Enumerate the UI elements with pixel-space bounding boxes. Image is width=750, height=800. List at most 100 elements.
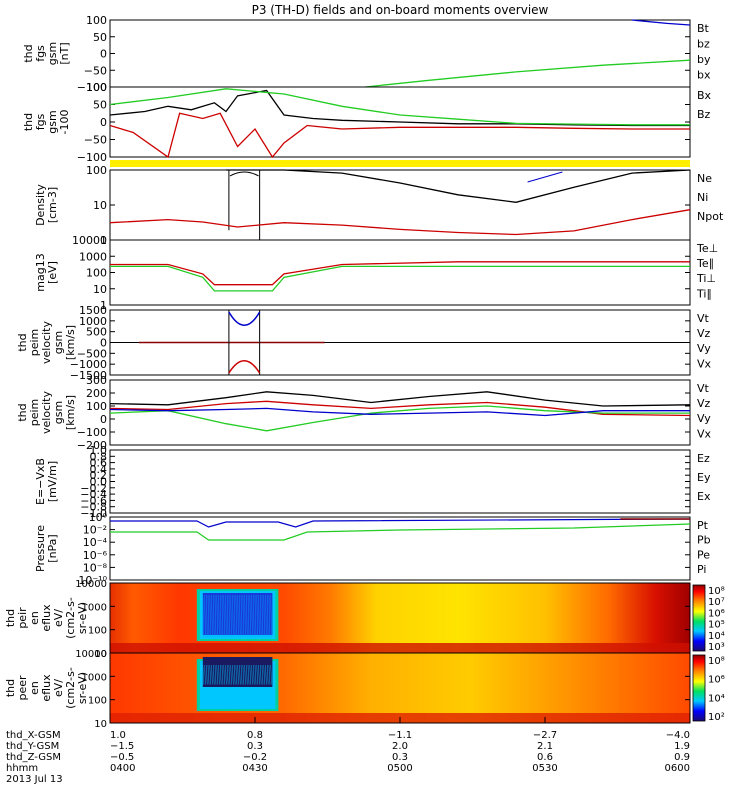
spectrogram-streak bbox=[228, 594, 231, 638]
series-by bbox=[365, 59, 691, 88]
spectrogram-streak bbox=[204, 594, 206, 638]
y-axis-label-line: thd bbox=[16, 403, 29, 421]
y-axis-label-line: thd bbox=[22, 44, 35, 62]
density-arc bbox=[229, 171, 259, 177]
spectrogram-streak bbox=[256, 594, 259, 638]
panel-frame bbox=[109, 19, 691, 88]
spectrogram-streak bbox=[251, 664, 253, 685]
x-gsm-value: 1.0 bbox=[110, 730, 126, 741]
spectrogram-streak bbox=[214, 594, 217, 638]
row-label-y-gsm: thd_Y-GSM bbox=[6, 741, 59, 752]
y-tick-label: −100 bbox=[77, 151, 107, 164]
y-tick-label: −100 bbox=[77, 81, 107, 94]
y-tick-label: 100 bbox=[86, 164, 107, 177]
legend-Ex: Ex bbox=[697, 490, 711, 503]
y-tick-label: 0.8 bbox=[90, 450, 108, 463]
y-axis-label-line: eflux bbox=[40, 674, 53, 702]
y-tick-label: 0.4 bbox=[90, 463, 108, 476]
x-gsm-value: 0.8 bbox=[247, 730, 263, 741]
spectrogram-streak bbox=[233, 594, 236, 638]
y-tick-label: 1000 bbox=[79, 315, 107, 328]
hhmm-value: 0500 bbox=[387, 763, 412, 774]
legend-Te∥: Te∥ bbox=[696, 257, 714, 270]
y-axis-label-line: gsm bbox=[46, 110, 59, 133]
y-axis-label-line: Pressure bbox=[34, 525, 47, 572]
legend-Vy: Vy bbox=[697, 342, 711, 355]
spectrogram-streak bbox=[204, 664, 206, 685]
legend: Te⊥ Te∥ Ti⊥ Ti∥ bbox=[696, 242, 718, 300]
y-tick-label: 10⁻⁶ bbox=[83, 549, 108, 562]
spectrogram-streak bbox=[223, 664, 225, 685]
panel-flag bbox=[110, 160, 690, 167]
y-axis-label: thd peim velocity gsm [km/s] bbox=[16, 321, 77, 364]
legend-Te⊥: Te⊥ bbox=[696, 242, 718, 255]
y-axis-label-line: peim bbox=[28, 399, 41, 427]
spectrogram-streak bbox=[249, 664, 252, 685]
status-flag-bar bbox=[110, 160, 690, 167]
y-tick-label: 1000 bbox=[79, 250, 107, 263]
spectrogram-streak bbox=[226, 664, 229, 685]
y-axis-label-line: -100 bbox=[58, 110, 71, 135]
spectrogram-streak bbox=[268, 664, 271, 685]
y-axis-label-line: gsm bbox=[52, 401, 65, 424]
pressure-pe bbox=[110, 523, 691, 541]
spectrogram-streak bbox=[265, 594, 267, 638]
spectrogram-streak bbox=[205, 594, 208, 638]
spectrogram-streak bbox=[219, 664, 222, 685]
y-axis-label-line: sr-eV) bbox=[76, 672, 89, 704]
y-tick-label: 300 bbox=[86, 374, 107, 387]
y-gsm-value: 1.9 bbox=[674, 741, 690, 752]
spectrogram-streak bbox=[254, 594, 257, 638]
series-Ne bbox=[109, 209, 691, 236]
y-tick-label: 1500 bbox=[79, 304, 107, 317]
y-axis-label-line: mag13 bbox=[34, 253, 47, 291]
legend: Vt Vz Vy Vx bbox=[697, 382, 712, 440]
spectrogram-streak bbox=[230, 664, 232, 685]
spectrogram-streak bbox=[242, 594, 245, 638]
legend: Ne Ni Npot bbox=[697, 172, 724, 223]
spectrogram-streak bbox=[214, 664, 217, 685]
spectrogram-streak bbox=[235, 664, 238, 685]
y-tick-label: 1.0 bbox=[90, 444, 108, 457]
colorbar-label: 10⁴ bbox=[708, 693, 725, 704]
y-axis-label-line: E=−VxB bbox=[34, 458, 47, 505]
legend: Vt Vz Vy Vx bbox=[697, 312, 712, 370]
y-axis-label-line: eflux bbox=[40, 604, 53, 632]
spectrogram-streak bbox=[209, 664, 212, 685]
colorbar-label: 10⁸ bbox=[708, 586, 725, 597]
y-tick-label: −0.4 bbox=[80, 488, 107, 501]
spectrogram-streak bbox=[266, 594, 269, 638]
spectrogram-streak bbox=[218, 594, 220, 638]
y-axis-label: E=−VxB [mV/m] bbox=[34, 458, 59, 505]
hhmm-value: 0600 bbox=[665, 763, 690, 774]
y-axis-label-line: peim bbox=[28, 329, 41, 357]
z-gsm-value: 0.3 bbox=[392, 752, 408, 763]
x-axis-ephemeris: thd_X-GSM thd_Y-GSM thd_Z-GSM hhmm 2013 … bbox=[6, 717, 691, 785]
spectrogram-streak bbox=[261, 664, 264, 685]
y-axis-label-line: eV/ bbox=[52, 609, 65, 627]
y-axis-label-line: peer bbox=[16, 675, 29, 701]
spectrogram-streak bbox=[246, 664, 248, 685]
series-Te⊥ bbox=[110, 261, 690, 286]
y-tick-label: 100 bbox=[88, 626, 107, 637]
series-Vy bbox=[109, 405, 690, 432]
colorbar-label: 10⁸ bbox=[708, 656, 725, 667]
spectrogram-streak bbox=[228, 664, 231, 685]
y-tick-label: 50 bbox=[93, 31, 107, 44]
y-axis-label-line: [mV/m] bbox=[46, 461, 59, 502]
legend-Vz: Vz bbox=[697, 397, 711, 410]
y-tick-label: 1 bbox=[100, 299, 107, 312]
spectrogram-streak bbox=[242, 664, 245, 685]
y-tick-label: 1000 bbox=[82, 672, 107, 683]
y-tick-label: 0 bbox=[100, 413, 107, 426]
legend-Pi: Pi bbox=[697, 563, 706, 576]
y-tick-label: −50 bbox=[84, 134, 107, 147]
y-axis-label: thd peim velocity gsm [km/s] bbox=[16, 391, 77, 434]
spectrogram-streak bbox=[263, 664, 265, 685]
y-tick-label: −1500 bbox=[70, 369, 107, 382]
y-axis-label-line: [km/s] bbox=[64, 395, 77, 430]
y-tick-label: 100 bbox=[88, 696, 107, 707]
